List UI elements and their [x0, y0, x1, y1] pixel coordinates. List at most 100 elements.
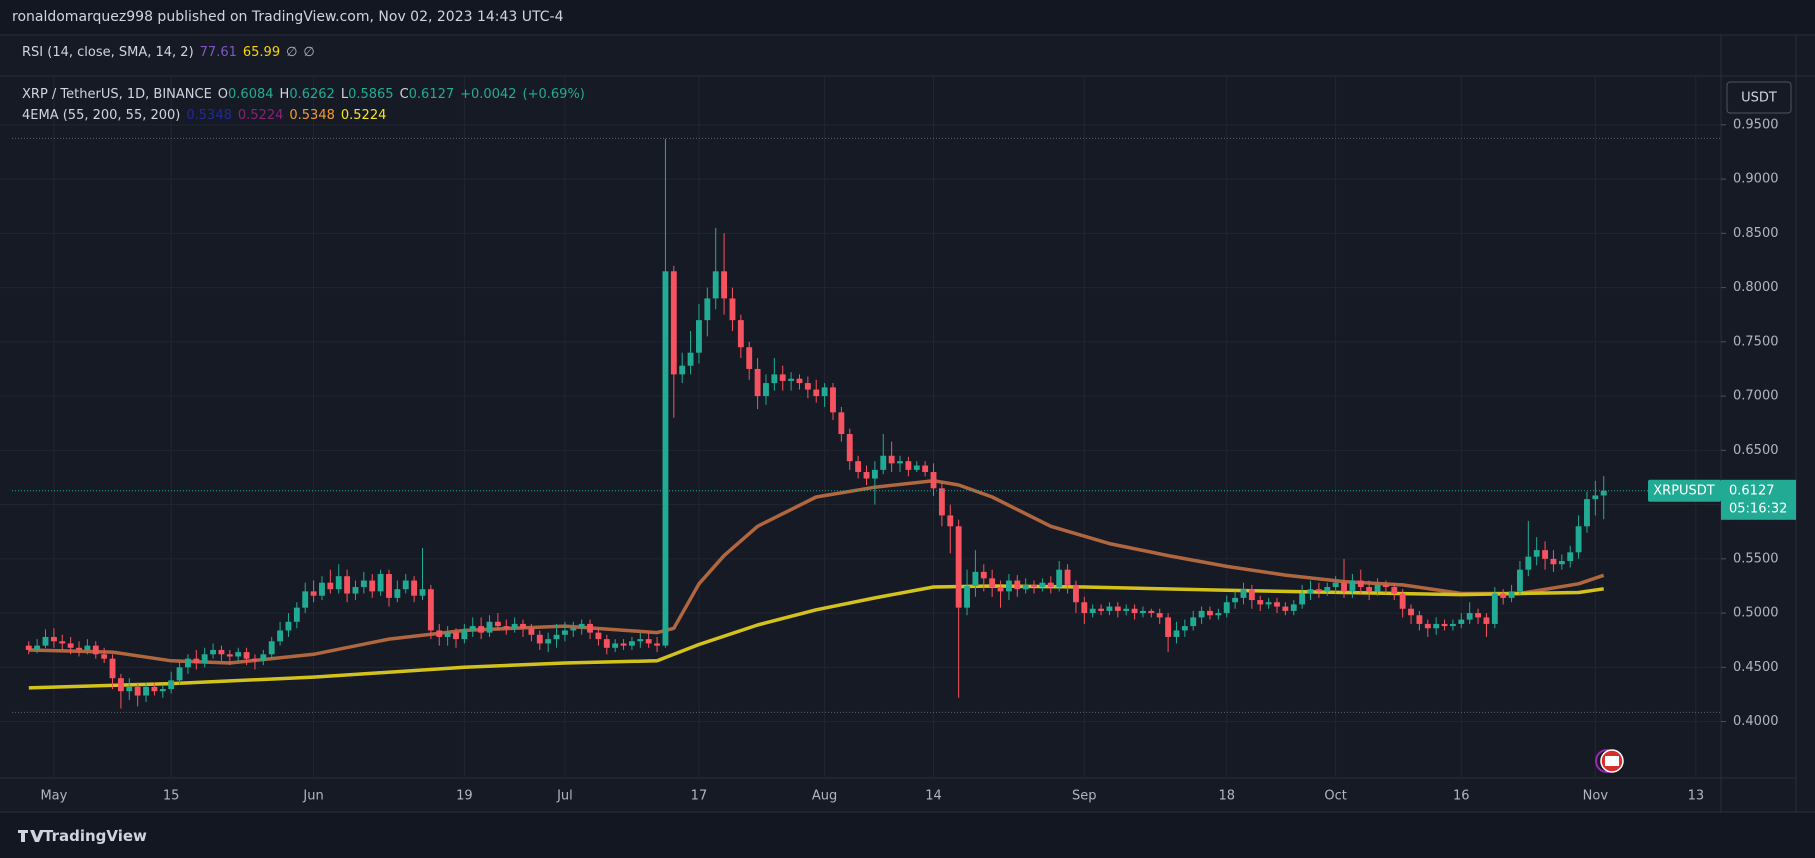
candle-body: [486, 621, 493, 633]
candle-body: [1382, 584, 1389, 588]
candle-body: [1031, 584, 1037, 588]
candle-body: [1215, 613, 1222, 616]
ohlc-value: 0.6127: [408, 87, 455, 102]
candle-body: [779, 374, 786, 381]
candle-body: [109, 658, 116, 679]
candle-body: [880, 455, 887, 470]
candle-body: [1332, 582, 1339, 588]
candle-body: [1207, 610, 1213, 616]
rsi-legend: RSI (14, close, SMA, 14, 2) 77.61 65.99 ∅ ∅: [22, 45, 315, 60]
candle-body: [964, 585, 970, 608]
candle-body: [603, 639, 610, 648]
y-tick-label: 0.9500: [1733, 117, 1779, 132]
candle-body: [1114, 606, 1121, 611]
indicator-value: 0.5348: [186, 108, 232, 123]
x-tick-label: Aug: [812, 789, 837, 804]
candle-body: [704, 298, 711, 321]
candle-body: [1181, 626, 1188, 631]
candle-body: [159, 689, 166, 692]
logo-mark: [18, 830, 44, 842]
currency-box[interactable]: [1726, 81, 1792, 114]
candle-body: [1550, 558, 1557, 565]
symbol-label: XRPUSDT: [1653, 483, 1715, 498]
change: +0.0042: [460, 87, 517, 102]
x-tick-label: Sep: [1072, 789, 1097, 804]
candle-body: [871, 469, 878, 479]
candle-body: [1483, 617, 1490, 624]
x-tick-label: 16: [1453, 789, 1470, 804]
ohlc-value: 0.6262: [289, 87, 335, 102]
candle-body: [59, 641, 66, 644]
candle-body: [1458, 619, 1465, 624]
symbol-legend: XRP / TetherUS, 1D, BINANCE O0.6084 H0.626…: [22, 87, 585, 102]
candle-body: [696, 320, 702, 353]
candle-body: [1156, 613, 1163, 618]
candle-body: [645, 639, 652, 644]
candle-body: [226, 654, 233, 657]
brand[interactable]: TradingView: [43, 827, 147, 845]
x-tick-label: 13: [1688, 789, 1705, 804]
candle-body: [1433, 623, 1440, 629]
y-tick-label: 0.8000: [1733, 280, 1779, 295]
candle-body: [1441, 623, 1448, 627]
chart-background: [0, 35, 1815, 813]
candle-body: [494, 621, 501, 627]
candle-body: [344, 576, 351, 594]
symbol-badge: [1648, 479, 1721, 502]
y-tick-label: 0.5000: [1733, 606, 1779, 621]
ohlc-label: L: [340, 87, 349, 102]
candle-body: [1073, 584, 1079, 603]
candle-body: [763, 383, 769, 397]
candle-body: [520, 623, 526, 629]
candle-body: [1324, 587, 1331, 592]
candle-body: [947, 515, 954, 527]
candle-body: [1391, 587, 1398, 594]
y-tick-label: 0.4500: [1733, 660, 1779, 675]
candle-body: [1005, 580, 1012, 592]
candle-body: [151, 686, 158, 692]
candle-body: [1064, 569, 1071, 585]
candle-body: [193, 658, 200, 663]
candle-body: [1173, 630, 1180, 637]
candle-body: [1449, 623, 1456, 627]
candle-body: [352, 587, 359, 594]
candle-body: [1408, 608, 1414, 616]
currency: USDT: [1741, 91, 1777, 106]
grid: [0, 76, 1721, 778]
candle-body: [92, 645, 99, 655]
candle-body: [1567, 552, 1574, 561]
x-tick-label: 14: [925, 789, 942, 804]
candle-body: [210, 649, 216, 655]
candle-body: [369, 580, 376, 592]
rsi-value: 65.99: [242, 45, 281, 60]
y-tick-label: 0.7500: [1733, 334, 1779, 349]
candle-body: [126, 686, 133, 692]
candle-body: [394, 589, 401, 598]
candle-body: [1098, 608, 1105, 611]
candle-body: [1357, 580, 1364, 588]
candle-body: [1223, 602, 1230, 614]
candle-body: [235, 652, 242, 657]
candle-body: [913, 465, 920, 470]
candle-body: [302, 591, 309, 608]
candle-body: [319, 582, 325, 596]
candle-body: [628, 641, 635, 646]
candle-body: [1349, 580, 1356, 592]
candle-body: [168, 680, 175, 690]
y-tick-label: 0.9000: [1733, 172, 1779, 187]
candle-body: [252, 658, 258, 661]
candle-body: [335, 576, 342, 590]
candle-body: [436, 630, 443, 637]
candle-body: [830, 387, 836, 413]
candle-body: [277, 630, 284, 642]
ohlc-label: C: [399, 87, 409, 102]
countdown: 05:16:32: [1729, 501, 1787, 516]
candle-body: [1341, 582, 1347, 592]
candle-body: [536, 634, 543, 644]
candle-body: [184, 658, 191, 668]
candle-body: [595, 632, 602, 640]
candle-body: [1106, 606, 1113, 611]
candle-body: [1500, 593, 1507, 598]
candles: [25, 138, 1607, 709]
